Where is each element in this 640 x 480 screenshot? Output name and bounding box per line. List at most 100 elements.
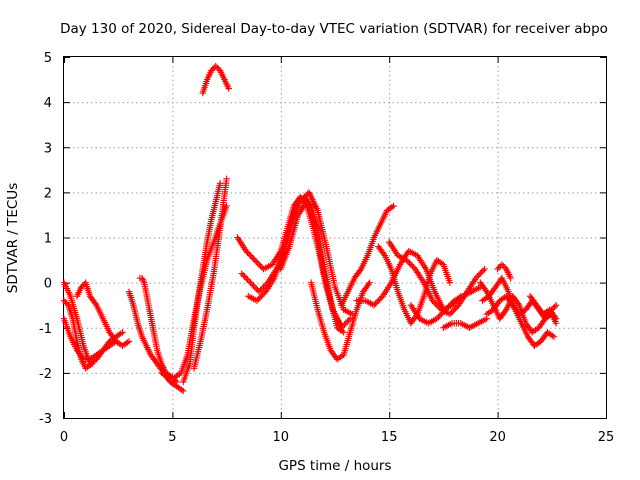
series-track-10 xyxy=(199,62,232,97)
data-point xyxy=(338,324,345,331)
data-point xyxy=(215,65,222,73)
data-point xyxy=(403,256,410,264)
data-point xyxy=(478,268,485,276)
series-track-14 xyxy=(277,198,354,331)
data-point xyxy=(439,309,446,316)
data-point xyxy=(341,321,348,328)
data-point xyxy=(139,276,146,283)
data-point xyxy=(433,301,441,309)
data-point xyxy=(259,291,266,298)
data-point xyxy=(340,329,347,336)
data-point xyxy=(477,270,484,277)
data-point xyxy=(216,180,224,187)
x-tick-label: 15 xyxy=(381,430,398,445)
data-point xyxy=(495,264,503,271)
data-point xyxy=(255,295,262,303)
data-point xyxy=(429,297,436,304)
data-point xyxy=(251,283,258,291)
x-tick-label: 10 xyxy=(273,430,290,445)
data-point xyxy=(223,175,230,183)
y-tick-label: 2 xyxy=(44,186,52,201)
data-point xyxy=(551,303,558,310)
data-point xyxy=(88,360,96,368)
data-point xyxy=(390,202,397,210)
data-point xyxy=(373,298,381,306)
data-point xyxy=(253,285,260,292)
data-point xyxy=(474,273,481,280)
data-point xyxy=(446,311,454,318)
data-point xyxy=(238,270,245,277)
series-track-7 xyxy=(158,202,230,381)
data-point xyxy=(260,283,267,291)
data-point xyxy=(301,193,308,201)
data-point xyxy=(551,314,559,321)
series-track-21 xyxy=(440,315,490,331)
data-point xyxy=(208,67,215,74)
data-point xyxy=(440,308,448,315)
data-point xyxy=(435,303,442,310)
data-point xyxy=(449,308,456,315)
data-marks xyxy=(60,62,560,395)
data-point xyxy=(376,295,384,303)
data-point xyxy=(442,306,449,313)
data-point xyxy=(253,258,260,265)
data-point xyxy=(365,280,372,288)
data-point xyxy=(245,277,253,285)
series-track-18 xyxy=(375,243,454,327)
data-point xyxy=(500,262,507,270)
series-track-4 xyxy=(73,279,133,349)
data-point xyxy=(552,315,560,322)
data-point xyxy=(79,282,86,289)
data-point xyxy=(172,377,179,384)
data-point xyxy=(256,294,264,301)
data-point xyxy=(248,253,256,261)
data-point xyxy=(430,298,438,306)
data-point xyxy=(475,271,483,279)
data-point xyxy=(209,65,217,73)
data-point xyxy=(372,300,379,307)
x-tick-label: 5 xyxy=(168,430,176,445)
data-point xyxy=(339,323,347,330)
y-tick-label: -3 xyxy=(39,412,52,427)
data-point xyxy=(253,297,261,304)
data-point xyxy=(244,249,251,256)
data-point xyxy=(501,264,509,271)
y-tick-label: 4 xyxy=(44,96,52,111)
data-point xyxy=(140,277,147,285)
data-point xyxy=(60,297,68,304)
series-track-24 xyxy=(483,292,560,322)
y-tick-label: 5 xyxy=(44,51,52,66)
data-point xyxy=(138,274,146,282)
data-point xyxy=(380,250,387,258)
data-point xyxy=(407,261,415,268)
data-point xyxy=(356,267,364,274)
data-point xyxy=(248,280,256,288)
data-point xyxy=(241,273,248,280)
data-point xyxy=(435,314,442,321)
data-point xyxy=(245,250,253,258)
chart-title: Day 130 of 2020, Sidereal Day-to-day VTE… xyxy=(60,21,608,37)
data-point xyxy=(370,301,378,309)
data-point xyxy=(443,304,451,312)
data-point xyxy=(212,62,219,70)
axis-ticks: 0 5 10 15 20 25 -3 -2 -1 0 1 2 3 4 5 xyxy=(39,51,614,445)
data-point xyxy=(446,279,454,286)
data-point xyxy=(119,329,126,336)
data-point xyxy=(255,261,263,268)
data-point xyxy=(481,265,488,273)
data-point xyxy=(494,265,501,273)
plot-frame xyxy=(63,56,607,419)
data-point xyxy=(92,300,99,307)
data-point xyxy=(552,301,560,309)
data-point xyxy=(250,255,257,262)
data-point xyxy=(404,258,412,265)
data-point xyxy=(223,202,230,210)
data-point xyxy=(448,309,455,316)
series-track-2 xyxy=(60,297,96,372)
data-point xyxy=(346,315,354,322)
data-point xyxy=(300,195,307,202)
data-point xyxy=(125,338,133,345)
series-track-26 xyxy=(526,292,560,322)
data-point xyxy=(342,320,350,327)
